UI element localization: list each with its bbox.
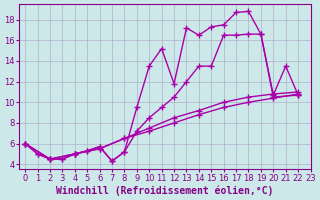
X-axis label: Windchill (Refroidissement éolien,°C): Windchill (Refroidissement éolien,°C) (56, 185, 273, 196)
